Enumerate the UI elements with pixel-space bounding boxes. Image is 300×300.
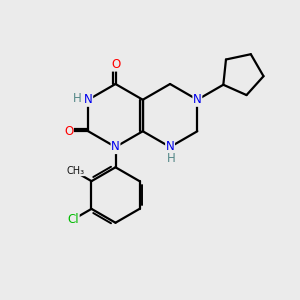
Text: N: N [166, 140, 174, 154]
Text: Cl: Cl [68, 213, 79, 226]
Text: H: H [72, 92, 81, 105]
Text: O: O [64, 125, 73, 138]
Text: N: N [193, 93, 202, 106]
Text: N: N [84, 93, 93, 106]
Text: H: H [167, 152, 176, 165]
Text: O: O [111, 58, 120, 71]
Text: N: N [111, 140, 120, 154]
Text: CH₃: CH₃ [67, 166, 85, 176]
